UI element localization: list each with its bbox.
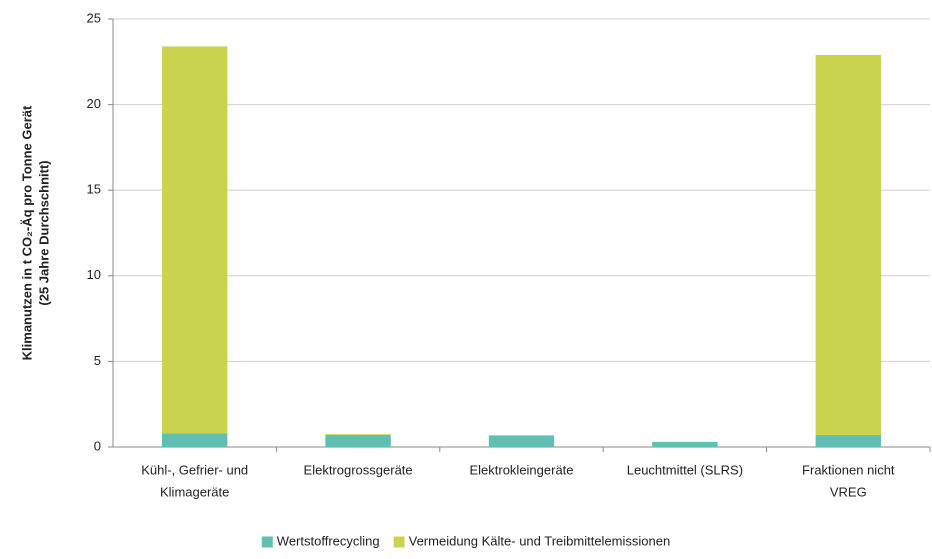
- legend-swatch: [261, 536, 273, 548]
- y-tick-label: 15: [87, 182, 101, 197]
- bar-segment: [325, 434, 391, 436]
- x-tick-label: Kühl-, Gefrier- und: [141, 462, 248, 477]
- y-axis-title-line: Klimanutzen in t CO₂-Äq pro Tonne Gerät: [19, 105, 34, 360]
- y-tick-label: 10: [87, 267, 101, 282]
- y-tick-label: 5: [94, 353, 101, 368]
- x-tick-label: Elektrogrossgeräte: [304, 462, 413, 477]
- bar-segment: [815, 54, 881, 436]
- bar-segment: [325, 435, 391, 447]
- y-tick-label: 0: [94, 438, 101, 453]
- bar-segment: [815, 435, 881, 447]
- y-tick-label: 20: [87, 96, 101, 111]
- y-tick-label: 25: [87, 10, 101, 25]
- legend-label: Vermeidung Kälte- und Treibmittelemissio…: [409, 533, 671, 548]
- x-tick-label: Fraktionen nicht: [802, 462, 895, 477]
- bar-segment: [162, 433, 228, 447]
- bar-segment: [488, 435, 555, 447]
- x-tick-label: Elektrokleingeräte: [469, 462, 573, 477]
- bar-segment: [652, 441, 718, 447]
- y-axis-title: Klimanutzen in t CO₂-Äq pro Tonne Gerät …: [19, 105, 51, 360]
- x-tick-label: VREG: [830, 484, 867, 499]
- legend-swatch: [393, 536, 405, 548]
- y-axis-title-line: (25 Jahre Durchschnitt): [36, 160, 51, 305]
- legend-label: Wertstoffrecycling: [277, 533, 380, 548]
- bar-segment: [488, 435, 555, 436]
- bar-segment: [162, 46, 228, 434]
- x-tick-label: Klimageräte: [160, 484, 229, 499]
- x-tick-label: Leuchtmittel (SLRS): [627, 462, 743, 477]
